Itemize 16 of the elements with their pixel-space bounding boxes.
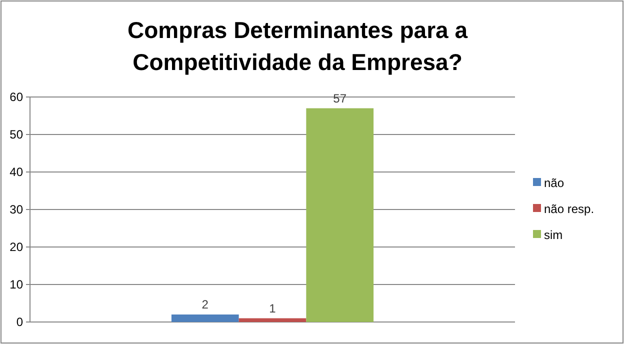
y-tick-label: 10 bbox=[10, 278, 24, 292]
chart-title: Compras Determinantes para a Competitividade da Empresa? bbox=[127, 17, 468, 75]
legend-label: não bbox=[544, 176, 564, 190]
y-tick-label: 0 bbox=[16, 315, 24, 329]
data-label: 2 bbox=[202, 298, 209, 312]
bar bbox=[238, 318, 306, 322]
legend-label: não resp. bbox=[544, 202, 594, 216]
data-label: 1 bbox=[269, 301, 276, 316]
y-tick-label: 50 bbox=[10, 128, 24, 142]
y-tick-label: 20 bbox=[10, 240, 24, 254]
y-tick-label: 30 bbox=[10, 202, 24, 216]
y-tick-label: 40 bbox=[10, 165, 24, 179]
bar bbox=[306, 108, 374, 322]
y-tick-label: 60 bbox=[10, 90, 24, 104]
legend-label: sim bbox=[544, 228, 563, 242]
bar bbox=[171, 314, 239, 322]
